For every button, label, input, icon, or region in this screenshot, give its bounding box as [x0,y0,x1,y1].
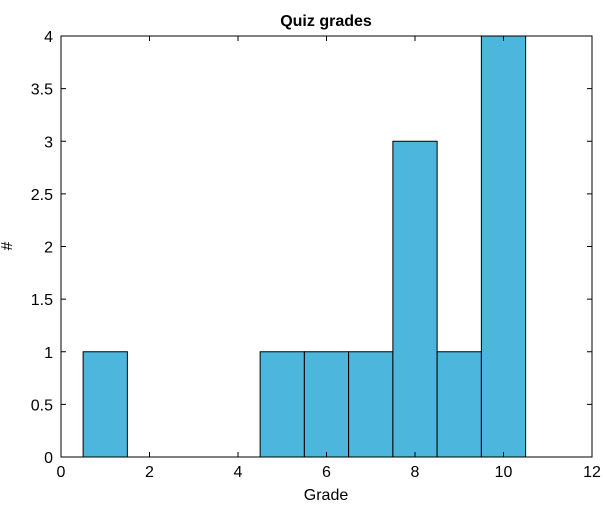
histogram-bar [348,351,394,458]
histogram-bar [303,351,350,458]
x-tick-label: 6 [322,464,331,481]
y-tick-label: 0.5 [31,397,53,414]
y-tick-label: 3.5 [31,82,53,99]
y-tick-label: 1.5 [31,292,53,309]
histogram-bar [436,351,482,458]
x-tick-label: 8 [411,464,420,481]
histogram-bar [480,35,527,458]
y-axis-label: # [0,241,16,250]
y-tick-label: 4 [44,29,53,46]
y-tick-label: 2.5 [31,187,53,204]
x-tick-label: 2 [145,464,154,481]
x-tick-label: 10 [495,464,513,481]
y-tick-label: 1 [44,345,53,362]
plot-frame [60,35,593,458]
x-tick-label: 0 [57,464,66,481]
x-axis-label: Grade [304,487,349,504]
x-tick-label: 4 [234,464,243,481]
bars-group [82,35,527,458]
y-tick-label: 2 [44,240,53,257]
x-tick-label: 12 [583,464,601,481]
chart-title: Quiz grades [280,13,372,30]
y-tick-label: 0 [44,450,53,467]
ticks-group: 0 2 4 6 8 10 12 0 0.5 1 1.5 2 2.5 3 3.5 4 [31,29,601,481]
histogram-bar [259,351,305,458]
histogram-bar [392,140,438,458]
histogram-bar [82,351,128,458]
y-tick-label: 3 [44,134,53,151]
